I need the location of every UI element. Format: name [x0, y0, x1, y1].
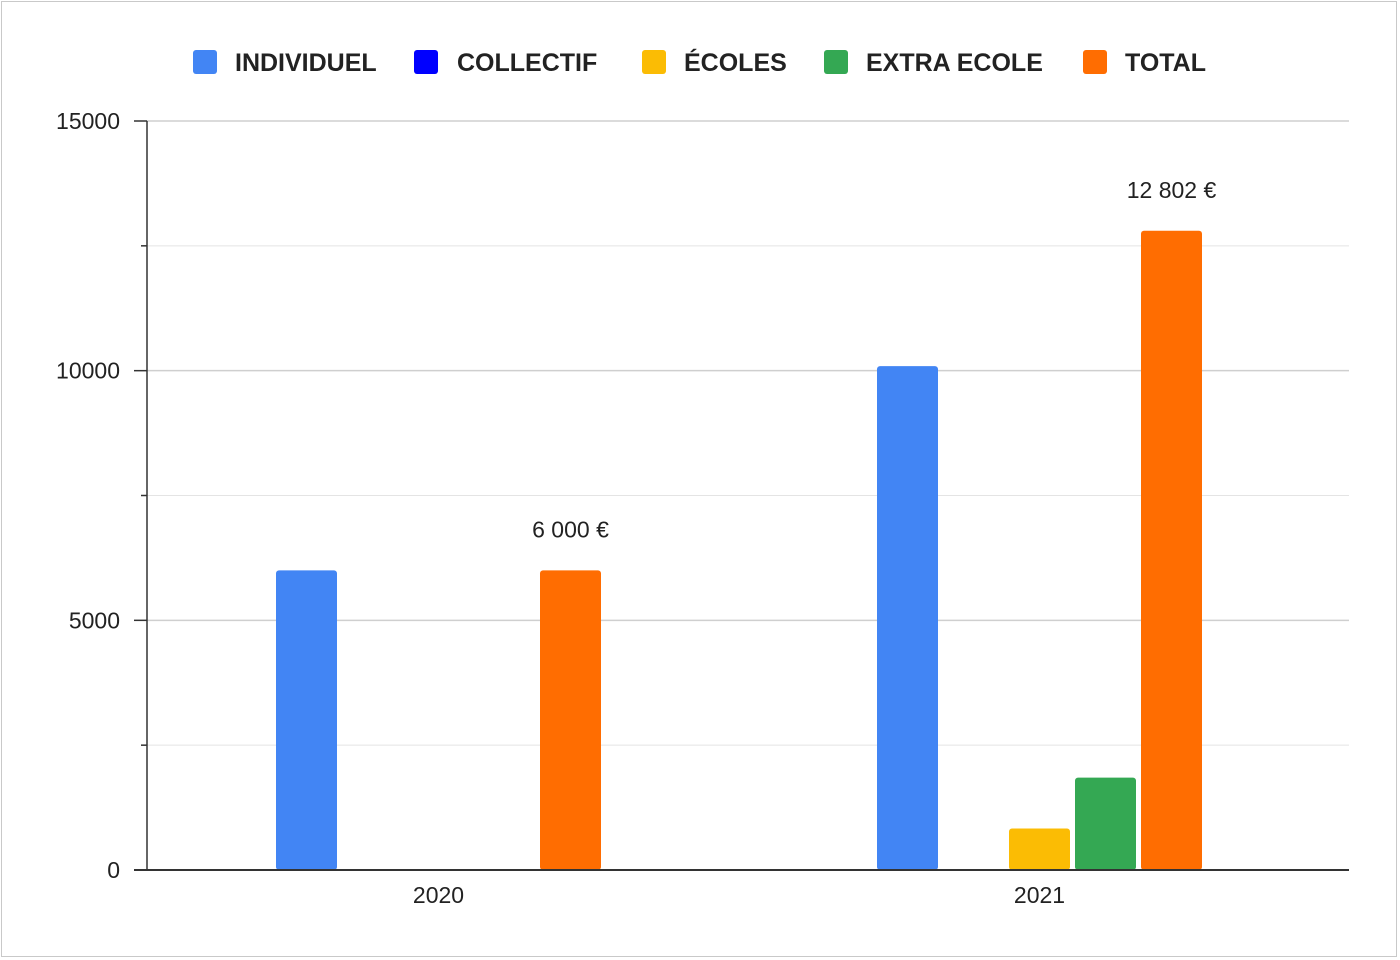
legend-swatch — [824, 50, 848, 74]
data-label-total-2021: 12 802 € — [1127, 177, 1217, 203]
axes: 0 5000 10000 15000 2020 2021 — [56, 108, 1349, 908]
bars — [276, 230, 1202, 870]
bar-extra-ecole-2021 — [1075, 777, 1136, 870]
data-labels: 6 000 € 12 802 € — [532, 177, 1216, 543]
legend-swatch — [642, 50, 666, 74]
legend-label: ÉCOLES — [684, 48, 787, 77]
x-tick-label: 2021 — [1014, 882, 1065, 908]
legend-label: EXTRA ECOLE — [866, 49, 1043, 77]
legend-swatch — [414, 50, 438, 74]
legend-item--coles: ÉCOLES — [642, 48, 787, 77]
bar-total-2020 — [540, 570, 601, 870]
y-tick-label: 0 — [107, 857, 120, 883]
bar--coles-2021 — [1009, 828, 1070, 870]
bar-individuel-2021 — [877, 366, 938, 870]
legend-item-extra-ecole: EXTRA ECOLE — [824, 49, 1043, 77]
legend-swatch — [193, 50, 217, 74]
bar-individuel-2020 — [276, 570, 337, 870]
legend-item-individuel: INDIVIDUEL — [193, 49, 377, 77]
bar-total-2021 — [1141, 230, 1202, 870]
x-tick-label: 2020 — [413, 882, 464, 908]
y-tick-label: 15000 — [56, 108, 120, 134]
y-tick-label: 10000 — [56, 358, 120, 384]
legend-label: TOTAL — [1125, 49, 1206, 77]
data-label-total-2020: 6 000 € — [532, 516, 609, 542]
legend-swatch — [1083, 50, 1107, 74]
legend-item-total: TOTAL — [1083, 49, 1206, 77]
legend-item-collectif: COLLECTIF — [414, 49, 597, 77]
legend-label: INDIVIDUEL — [235, 49, 377, 77]
y-tick-label: 5000 — [69, 607, 120, 633]
legend: INDIVIDUEL COLLECTIF ÉCOLES EXTRA ECOLE TOTA… — [193, 48, 1206, 77]
legend-label: COLLECTIF — [457, 49, 597, 77]
